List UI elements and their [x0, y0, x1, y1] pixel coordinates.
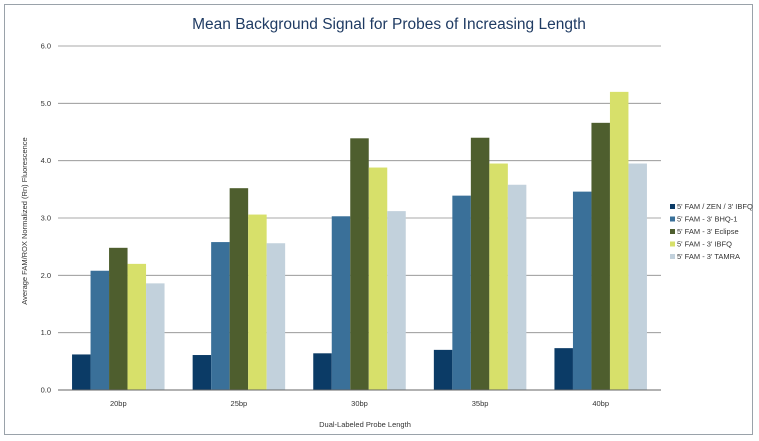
bar: [72, 354, 91, 390]
legend-label: 5' FAM / ZEN / 3' IBFQ: [677, 202, 753, 211]
y-tick-label: 2.0: [41, 271, 51, 280]
bar: [387, 211, 406, 390]
bar: [591, 122, 610, 391]
bar: [109, 247, 128, 390]
legend-label: 5' FAM - 3' BHQ-1: [677, 215, 737, 224]
legend-swatch: [670, 204, 675, 209]
y-tick-label: 5.0: [41, 99, 51, 108]
bar: [248, 214, 267, 390]
bar: [489, 163, 508, 390]
bar-chart: Mean Background Signal for Probes of Inc…: [20, 16, 753, 429]
bar: [266, 243, 286, 390]
y-tick-label: 3.0: [41, 214, 51, 223]
y-axis-ticks: 0.0 1.0 2.0 3.0 4.0 5.0 6.0: [41, 42, 51, 395]
bar: [433, 349, 453, 390]
bar: [554, 348, 573, 390]
bar: [192, 355, 212, 390]
y-tick-label: 1.0: [41, 328, 51, 337]
x-tick-label: 35bp: [472, 399, 489, 408]
y-tick-label: 6.0: [41, 42, 51, 51]
bar: [211, 242, 230, 390]
bar: [628, 163, 647, 390]
y-tick-label: 4.0: [41, 156, 51, 165]
legend-swatch: [670, 216, 675, 222]
bar: [313, 353, 332, 390]
chart-frame: Mean Background Signal for Probes of Inc…: [4, 4, 753, 435]
bar: [229, 188, 249, 390]
legend: 5' FAM / ZEN / 3' IBFQ 5' FAM - 3' BHQ-1 5…: [670, 202, 753, 261]
bar: [350, 138, 369, 390]
bar: [609, 91, 629, 390]
x-tick-label: 30bp: [351, 399, 368, 408]
y-axis-label: Average FAM/ROX Normalized (Rn) Fluoresc…: [20, 137, 29, 304]
legend-swatch: [670, 229, 675, 234]
y-tick-label: 0.0: [41, 386, 51, 395]
bar: [572, 191, 592, 390]
x-tick-label: 40bp: [592, 399, 609, 408]
chart-title: Mean Background Signal for Probes of Inc…: [192, 16, 586, 33]
bar: [331, 216, 351, 390]
x-tick-label: 25bp: [231, 399, 248, 408]
bars: [72, 91, 647, 391]
bar: [368, 167, 388, 390]
x-axis-label: Dual-Labeled Probe Length: [319, 420, 411, 429]
legend-label: 5' FAM - 3' Eclipse: [677, 227, 739, 236]
bar: [127, 263, 147, 390]
bar: [146, 283, 165, 390]
legend-swatch: [670, 241, 675, 247]
bar: [470, 137, 490, 390]
legend-swatch: [670, 254, 675, 259]
legend-label: 5' FAM - 3' IBFQ: [677, 240, 732, 249]
x-tick-label: 20bp: [110, 399, 127, 408]
bar: [90, 270, 110, 390]
legend-label: 5' FAM - 3' TAMRA: [677, 252, 740, 261]
bar: [507, 184, 527, 390]
x-axis-ticks: 20bp 25bp 30bp 35bp 40bp: [110, 399, 609, 408]
bar: [452, 195, 471, 390]
